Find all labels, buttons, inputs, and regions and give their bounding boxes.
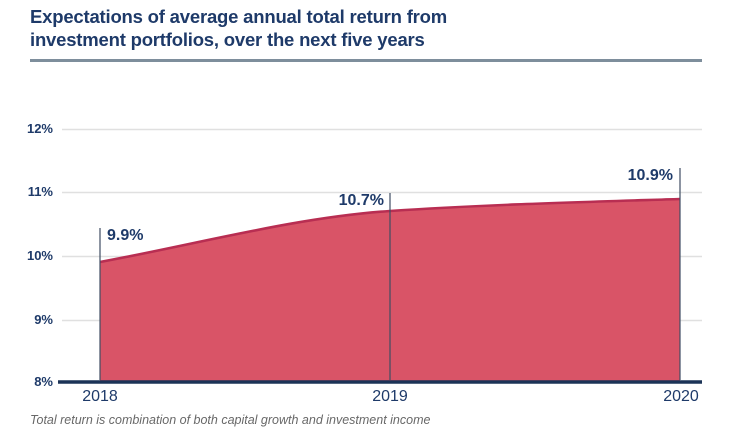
xtick-2019: 2019 xyxy=(372,388,408,405)
point-label-2020: 10.9% xyxy=(627,167,673,184)
xtick-2020: 2020 xyxy=(663,388,699,405)
ytick-11pct: 11% xyxy=(27,184,53,199)
ytick-9pct: 9% xyxy=(34,312,53,327)
chart-title: Expectations of average annual total ret… xyxy=(30,5,590,51)
point-marker-lines xyxy=(99,168,681,380)
ytick-12pct: 12% xyxy=(26,121,53,136)
ytick-8pct: 8% xyxy=(34,374,53,389)
ytick-10pct: 10% xyxy=(26,248,53,263)
point-label-2019: 10.7% xyxy=(338,192,384,209)
point-label-2018: 9.9% xyxy=(107,227,144,244)
title-divider xyxy=(30,59,702,62)
chart-title-line1: Expectations of average annual total ret… xyxy=(30,6,448,27)
xtick-2018: 2018 xyxy=(82,388,118,405)
chart-title-line2: investment portfolios, over the next fiv… xyxy=(30,29,425,50)
chart-footnote: Total return is combination of both capi… xyxy=(30,413,431,427)
